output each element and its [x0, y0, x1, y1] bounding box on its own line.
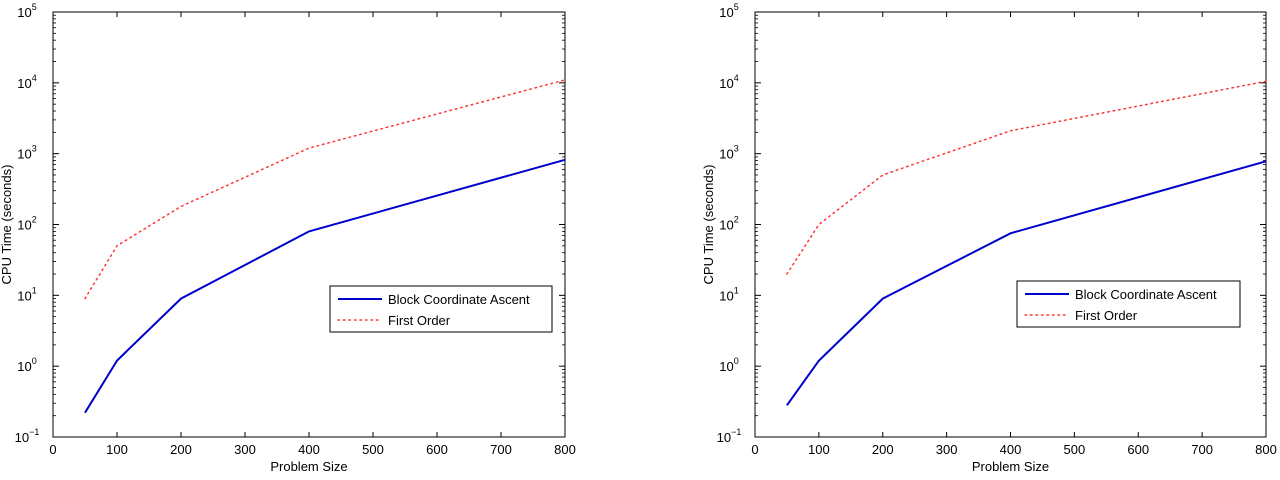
x-tick-label: 300: [936, 442, 958, 457]
x-tick-label: 300: [234, 442, 256, 457]
x-tick-label: 800: [554, 442, 576, 457]
x-tick-label: 100: [106, 442, 128, 457]
y-tick-label: 104: [17, 73, 36, 91]
x-tick-label: 0: [751, 442, 758, 457]
x-axis-label: Problem Size: [270, 459, 347, 474]
x-tick-label: 700: [490, 442, 512, 457]
y-axis-label: CPU Time (seconds): [0, 165, 14, 285]
legend: Block Coordinate Ascent First Order: [329, 285, 553, 333]
y-tick-label: 10−1: [15, 427, 40, 445]
series-line-block-coordinate-ascent: [786, 160, 1267, 406]
y-tick-label: 101: [17, 285, 36, 303]
series-line-first-order: [786, 80, 1267, 275]
x-tick-label: 200: [872, 442, 894, 457]
chart-panel-left: 0 100 200 300 400 500 600 700 800 10−1 100 101 102 10…: [0, 2, 576, 474]
y-tick-label: 102: [719, 215, 738, 233]
x-tick-label: 0: [49, 442, 56, 457]
chart-panel-right: 0 100 200 300 400 500 600 700 800 10−1 100 101 102 10…: [701, 2, 1277, 474]
x-tick-label: 200: [170, 442, 192, 457]
y-tick-label: 102: [17, 215, 36, 233]
y-tick-label: 101: [719, 285, 738, 303]
legend-label: First Order: [388, 313, 451, 328]
legend-label: Block Coordinate Ascent: [1075, 287, 1217, 302]
x-tick-label: 500: [1064, 442, 1086, 457]
y-tick-label: 103: [17, 144, 36, 162]
series-line-first-order: [84, 79, 566, 300]
y-tick-label: 105: [17, 2, 36, 20]
y-tick-label: 103: [719, 144, 738, 162]
x-tick-label: 400: [1000, 442, 1022, 457]
x-tick-label: 800: [1255, 442, 1277, 457]
y-tick-label: 100: [719, 356, 738, 374]
x-tick-label: 600: [1127, 442, 1149, 457]
legend-box: [1016, 280, 1241, 328]
legend: Block Coordinate Ascent First Order: [1016, 280, 1241, 328]
plot-frame: [754, 11, 1267, 438]
legend-box: [329, 285, 553, 333]
y-tick-label: 105: [719, 2, 738, 20]
y-axis-label: CPU Time (seconds): [701, 165, 716, 285]
legend-label: Block Coordinate Ascent: [388, 292, 530, 307]
x-tick-label: 600: [426, 442, 448, 457]
x-tick-label: 100: [808, 442, 830, 457]
series-line-block-coordinate-ascent: [84, 158, 566, 414]
x-tick-label: 400: [298, 442, 320, 457]
y-tick-label: 10−1: [717, 427, 742, 445]
x-tick-label: 500: [362, 442, 384, 457]
x-axis-label: Problem Size: [972, 459, 1049, 474]
plot-frame: [52, 11, 566, 438]
legend-label: First Order: [1075, 308, 1138, 323]
y-tick-label: 100: [17, 356, 36, 374]
x-tick-label: 700: [1191, 442, 1213, 457]
y-tick-label: 104: [719, 73, 738, 91]
